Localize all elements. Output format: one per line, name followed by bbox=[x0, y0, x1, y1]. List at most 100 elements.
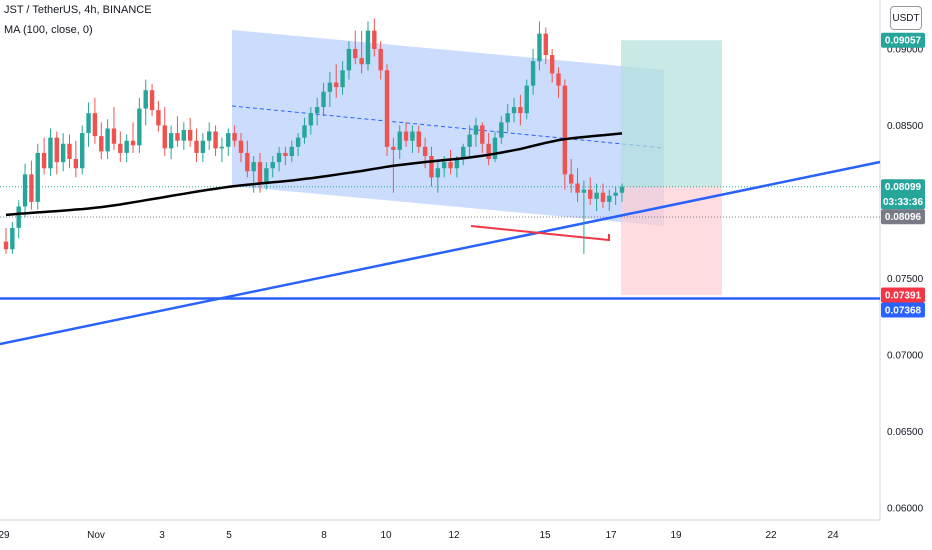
candle-body bbox=[384, 70, 390, 147]
time-tick-label: 5 bbox=[226, 530, 232, 541]
candle-body bbox=[130, 140, 136, 146]
candle-body bbox=[505, 113, 510, 123]
candle-body bbox=[29, 174, 34, 202]
candle-body bbox=[308, 113, 314, 126]
candle-body bbox=[530, 61, 536, 86]
time-tick-label: 3 bbox=[159, 530, 165, 541]
currency-button[interactable]: USDT bbox=[890, 6, 922, 30]
candle-body bbox=[92, 113, 98, 137]
candle-body bbox=[213, 131, 218, 149]
candle-body bbox=[289, 146, 294, 156]
candle-body bbox=[365, 30, 371, 65]
time-tick-label: 15 bbox=[539, 530, 551, 541]
price-tick-label: 0.07000 bbox=[887, 350, 924, 361]
candle-body bbox=[314, 107, 320, 114]
candle-body bbox=[467, 134, 472, 147]
candle-body bbox=[473, 125, 479, 135]
time-tick-label: 22 bbox=[765, 530, 777, 541]
time-tick-label: Nov bbox=[87, 530, 105, 541]
candle-body bbox=[403, 131, 409, 141]
time-tick-label: 12 bbox=[448, 530, 460, 541]
candle-body bbox=[16, 206, 21, 228]
candle-body bbox=[600, 192, 606, 202]
price-badge-label: 0.08096 bbox=[885, 212, 922, 223]
descending-channel bbox=[232, 30, 664, 226]
ascending-trendline bbox=[0, 160, 881, 346]
candle-body bbox=[226, 133, 231, 147]
candle-body bbox=[80, 133, 85, 169]
price-tick-label: 0.08500 bbox=[887, 121, 924, 132]
candle-body bbox=[378, 48, 383, 71]
symbol-title: JST / TetherUS, 4h, BINANCE bbox=[4, 4, 152, 16]
candle-body bbox=[22, 174, 28, 207]
price-badge bbox=[881, 302, 925, 318]
pattern-neckline bbox=[470, 225, 610, 242]
price-tick-label: 0.06000 bbox=[887, 503, 924, 514]
candle-body bbox=[499, 122, 504, 138]
candle-body bbox=[67, 143, 72, 160]
candle-body bbox=[334, 82, 339, 88]
candle-body bbox=[175, 133, 180, 141]
candle-body bbox=[149, 90, 155, 111]
candle-body bbox=[219, 146, 225, 149]
candle-body bbox=[435, 168, 441, 178]
candle-body bbox=[118, 143, 123, 153]
candle-body bbox=[187, 130, 193, 141]
price-tick-label: 0.06500 bbox=[887, 427, 924, 438]
candle-body bbox=[295, 137, 301, 147]
candle-body bbox=[143, 90, 148, 109]
candle-body bbox=[581, 189, 587, 193]
price-badge bbox=[881, 32, 925, 48]
candle-body bbox=[346, 48, 352, 71]
candle-body bbox=[168, 133, 174, 149]
candle-body bbox=[156, 110, 161, 126]
stop-zone bbox=[621, 186, 722, 296]
candle-body bbox=[257, 162, 263, 184]
candle-body bbox=[10, 227, 15, 250]
candle-body bbox=[60, 143, 66, 163]
candle-body bbox=[353, 48, 358, 59]
candle-body bbox=[137, 108, 142, 146]
candle-body bbox=[194, 140, 199, 153]
time-tick-label: 24 bbox=[827, 530, 839, 541]
candle-body bbox=[340, 70, 345, 88]
candle-body bbox=[391, 146, 396, 150]
candle-body bbox=[549, 55, 555, 74]
candle-body bbox=[359, 58, 364, 65]
price-badge-label: 0.09057 bbox=[885, 36, 922, 47]
target-zone bbox=[621, 40, 722, 187]
price-badge-label: 0.07368 bbox=[885, 306, 922, 317]
time-tick-label: 17 bbox=[605, 530, 617, 541]
candle-body bbox=[321, 91, 326, 108]
candle-body bbox=[35, 152, 40, 202]
candle-body bbox=[200, 140, 206, 153]
candle-body bbox=[124, 140, 129, 153]
candle-body bbox=[111, 128, 117, 144]
candle-body bbox=[619, 186, 625, 193]
candle-body bbox=[524, 85, 529, 114]
candle-body bbox=[276, 152, 282, 163]
candle-body bbox=[518, 107, 523, 114]
candle-body bbox=[562, 85, 568, 175]
time-tick-label: 19 bbox=[670, 530, 682, 541]
candle-body bbox=[511, 107, 517, 114]
candle-body bbox=[245, 152, 250, 172]
price-badge bbox=[881, 209, 925, 225]
candle-body bbox=[480, 125, 485, 144]
candle-body bbox=[54, 137, 60, 163]
candle-body bbox=[397, 131, 402, 150]
candle-body bbox=[251, 162, 256, 172]
time-tick-label: 8 bbox=[321, 530, 327, 541]
candle-body bbox=[537, 33, 542, 62]
candle-body bbox=[486, 143, 491, 160]
candle-body bbox=[302, 125, 307, 138]
price-badge-label: 0.08099 bbox=[885, 182, 922, 193]
candle-body bbox=[454, 159, 460, 169]
candle-body bbox=[422, 146, 428, 156]
candle-body bbox=[607, 195, 612, 202]
candle-body bbox=[41, 152, 47, 169]
price-tick-label: 0.09000 bbox=[887, 44, 924, 55]
candle-body bbox=[86, 113, 91, 134]
